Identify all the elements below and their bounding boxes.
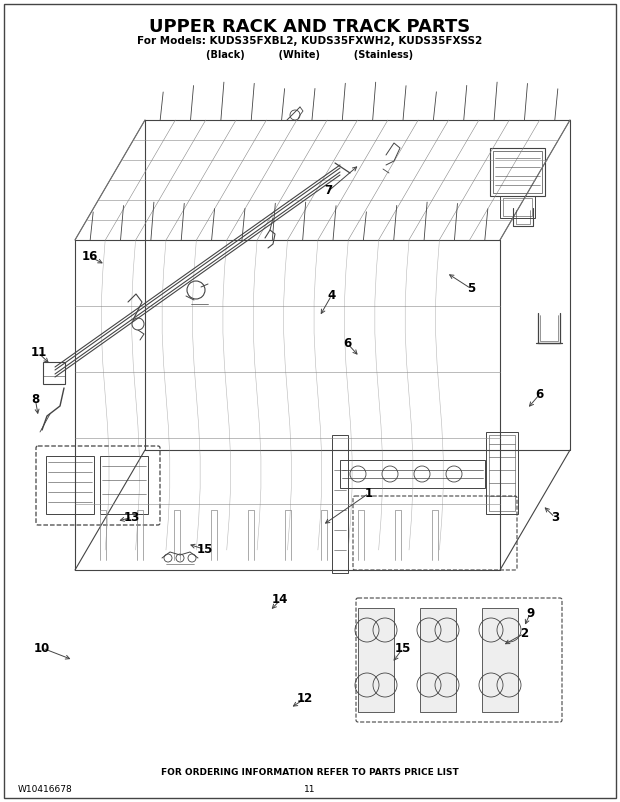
Text: 1: 1: [365, 487, 373, 500]
Text: 9: 9: [526, 607, 534, 620]
Text: 16: 16: [82, 250, 98, 263]
Text: 15: 15: [197, 543, 213, 556]
Text: W10416678: W10416678: [18, 785, 73, 794]
Bar: [493, 151, 542, 193]
Text: 10: 10: [34, 642, 50, 654]
Bar: [100, 456, 148, 514]
Text: 15: 15: [395, 642, 411, 654]
Bar: [500, 196, 535, 218]
Bar: [489, 435, 515, 511]
Text: 4: 4: [327, 289, 336, 302]
Text: 8: 8: [31, 393, 40, 406]
Text: 6: 6: [535, 388, 544, 401]
Text: UPPER RACK AND TRACK PARTS: UPPER RACK AND TRACK PARTS: [149, 18, 471, 36]
Text: 6: 6: [343, 337, 352, 350]
Text: 7: 7: [324, 184, 333, 197]
Text: FOR ORDERING INFORMATION REFER TO PARTS PRICE LIST: FOR ORDERING INFORMATION REFER TO PARTS …: [161, 768, 459, 777]
Bar: [46, 456, 94, 514]
Text: (Black)          (White)          (Stainless): (Black) (White) (Stainless): [206, 50, 414, 60]
Text: 11: 11: [30, 346, 46, 359]
Text: 13: 13: [124, 511, 140, 524]
Bar: [490, 148, 545, 196]
Bar: [486, 432, 518, 514]
Bar: [503, 198, 532, 216]
Bar: [482, 608, 518, 712]
Text: 12: 12: [297, 692, 313, 705]
Bar: [43, 362, 65, 384]
Text: 3: 3: [551, 511, 559, 524]
Bar: [358, 608, 394, 712]
Text: 2: 2: [520, 627, 528, 640]
Text: 5: 5: [467, 282, 476, 295]
Bar: [340, 460, 485, 488]
Text: 14: 14: [272, 593, 288, 606]
Bar: [332, 435, 348, 573]
Text: For Models: KUDS35FXBL2, KUDS35FXWH2, KUDS35FXSS2: For Models: KUDS35FXBL2, KUDS35FXWH2, KU…: [138, 36, 482, 46]
Bar: [420, 608, 456, 712]
Text: 11: 11: [304, 785, 316, 794]
